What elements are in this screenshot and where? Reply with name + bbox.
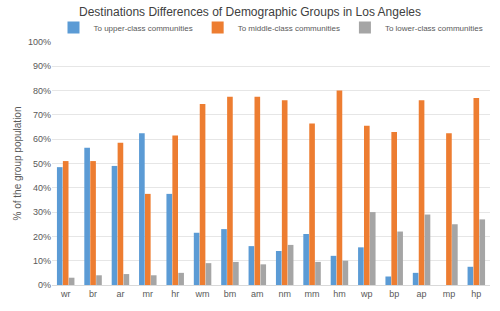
svg-text:30%: 30% [33, 207, 51, 217]
svg-text:bp: bp [389, 289, 399, 299]
svg-text:mp: mp [443, 289, 456, 299]
svg-text:mm: mm [305, 289, 320, 299]
svg-text:am: am [251, 289, 264, 299]
svg-text:mr: mr [143, 289, 154, 299]
svg-text:ap: ap [417, 289, 427, 299]
svg-text:10%: 10% [33, 256, 51, 266]
svg-text:bm: bm [224, 289, 237, 299]
svg-text:To lower-class communities: To lower-class communities [385, 24, 483, 33]
svg-text:wr: wr [60, 289, 71, 299]
svg-text:br: br [89, 289, 97, 299]
svg-text:hm: hm [333, 289, 346, 299]
svg-text:To upper-class communities: To upper-class communities [94, 24, 193, 33]
svg-text:100%: 100% [28, 37, 51, 47]
svg-text:hr: hr [171, 289, 179, 299]
svg-text:% of the group population: % of the group population [12, 107, 23, 221]
svg-text:0%: 0% [38, 280, 51, 290]
svg-text:80%: 80% [33, 86, 51, 96]
svg-text:60%: 60% [33, 134, 51, 144]
svg-text:50%: 50% [33, 159, 51, 169]
svg-text:To middle-class communities: To middle-class communities [238, 24, 340, 33]
svg-text:90%: 90% [33, 61, 51, 71]
svg-text:20%: 20% [33, 232, 51, 242]
svg-text:ar: ar [116, 289, 124, 299]
svg-text:70%: 70% [33, 110, 51, 120]
svg-text:nm: nm [278, 289, 291, 299]
svg-text:wm: wm [195, 289, 210, 299]
svg-text:40%: 40% [33, 183, 51, 193]
svg-text:wp: wp [360, 289, 373, 299]
svg-text:hp: hp [471, 289, 481, 299]
svg-text:Destinations Differences of De: Destinations Differences of Demographic … [79, 5, 421, 19]
